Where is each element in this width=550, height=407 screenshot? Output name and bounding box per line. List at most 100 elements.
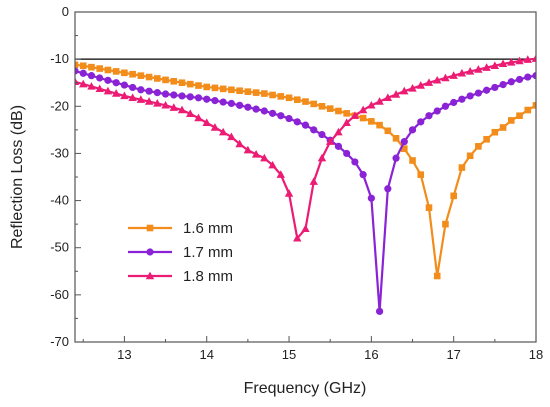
legend-label: 1.8 mm (183, 268, 233, 285)
data-point-circle (425, 112, 433, 120)
data-point-square (178, 79, 186, 87)
data-point-triangle (186, 109, 195, 118)
data-point-triangle (293, 233, 302, 242)
data-point-square (186, 80, 194, 88)
data-point-triangle (523, 55, 532, 63)
data-point-triangle (457, 68, 467, 77)
data-point-triangle (325, 137, 335, 145)
data-point-circle (392, 154, 400, 162)
data-point-square (129, 70, 136, 78)
data-point-triangle (391, 90, 401, 98)
data-point-square (269, 91, 276, 99)
data-point-square (384, 127, 392, 135)
data-point-square (121, 69, 128, 77)
data-point-circle (145, 87, 153, 95)
y-tick-label: -20 (50, 98, 69, 113)
data-point-circle (359, 171, 367, 179)
data-point-circle (244, 103, 252, 111)
data-point-square (211, 84, 219, 92)
data-point-triangle (128, 93, 137, 101)
data-point-square (310, 100, 318, 108)
data-point-square (137, 72, 145, 79)
data-point-square (433, 272, 441, 280)
data-point-circle (491, 83, 499, 92)
data-point-square (516, 112, 523, 120)
data-point-square (326, 105, 334, 112)
data-point-circle (260, 107, 268, 115)
data-point-square (450, 192, 457, 200)
y-tick-label: -50 (50, 240, 69, 255)
data-point-square (104, 66, 112, 74)
legend-item: 1.6 mm (128, 220, 233, 237)
y-tick-label: -10 (50, 51, 69, 66)
y-axis-title: Reflection Loss (dB) (9, 105, 26, 249)
data-point-square (458, 164, 466, 171)
data-point-triangle (227, 132, 236, 141)
data-point-square (409, 157, 416, 164)
data-point-square (79, 62, 87, 70)
data-point-circle (285, 114, 293, 123)
data-point-square (483, 135, 490, 143)
data-point-triangle (383, 93, 393, 101)
data-point-circle (153, 89, 161, 97)
data-point-triangle (474, 65, 483, 73)
data-point-triangle (276, 170, 286, 178)
data-point-square (146, 224, 154, 232)
data-point-square (359, 114, 367, 122)
data-point-triangle (145, 271, 155, 280)
data-point-square (417, 171, 425, 178)
data-point-triangle (144, 97, 154, 105)
data-point-circle (104, 76, 112, 84)
data-point-square (252, 89, 260, 96)
data-point-triangle (120, 91, 129, 100)
data-point-circle (310, 126, 318, 134)
data-point-triangle (317, 153, 327, 162)
data-point-circle (507, 78, 515, 86)
data-point-circle (96, 74, 104, 82)
data-point-square (75, 61, 79, 69)
data-point-circle (112, 79, 120, 87)
data-point-circle (499, 81, 507, 89)
data-point-circle (515, 75, 524, 84)
series-3 (75, 54, 536, 242)
data-point-triangle (358, 105, 368, 114)
data-point-circle (252, 105, 260, 113)
data-point-square (400, 145, 408, 153)
data-point-triangle (367, 100, 376, 109)
x-axis-title: Frequency (GHz) (244, 380, 367, 397)
data-point-circle (343, 149, 351, 158)
data-point-circle (227, 99, 236, 108)
data-point-square (508, 117, 515, 124)
data-point-circle (400, 138, 408, 146)
data-point-triangle (243, 145, 253, 154)
legend-label: 1.6 mm (183, 220, 233, 237)
data-point-triangle (251, 149, 261, 158)
data-point-triangle (235, 139, 244, 148)
data-point-circle (301, 121, 310, 129)
data-point-triangle (433, 75, 442, 84)
data-point-triangle (136, 95, 146, 103)
data-point-circle (137, 86, 145, 94)
data-point-triangle (507, 58, 516, 66)
legend: 1.6 mm 1.7 mm 1.8 mm (128, 220, 233, 285)
data-point-square (261, 90, 268, 97)
data-point-circle (433, 107, 441, 115)
data-point-square (244, 88, 252, 95)
data-point-square (491, 128, 499, 136)
x-tick-label: 15 (282, 347, 296, 362)
data-point-triangle (301, 224, 310, 233)
x-tick-label: 14 (199, 347, 213, 362)
data-point-triangle (342, 118, 351, 126)
data-point-square (203, 83, 211, 91)
data-point-triangle (268, 160, 277, 169)
data-point-circle (441, 102, 450, 110)
x-tick-label: 16 (364, 347, 378, 362)
data-point-square (219, 85, 227, 93)
data-point-square (335, 107, 342, 115)
data-point-triangle (87, 82, 96, 90)
data-point-circle (293, 118, 301, 126)
legend-item: 1.7 mm (128, 244, 233, 261)
data-point-circle (450, 98, 458, 107)
data-point-triangle (103, 86, 113, 95)
data-point-circle (384, 185, 392, 193)
